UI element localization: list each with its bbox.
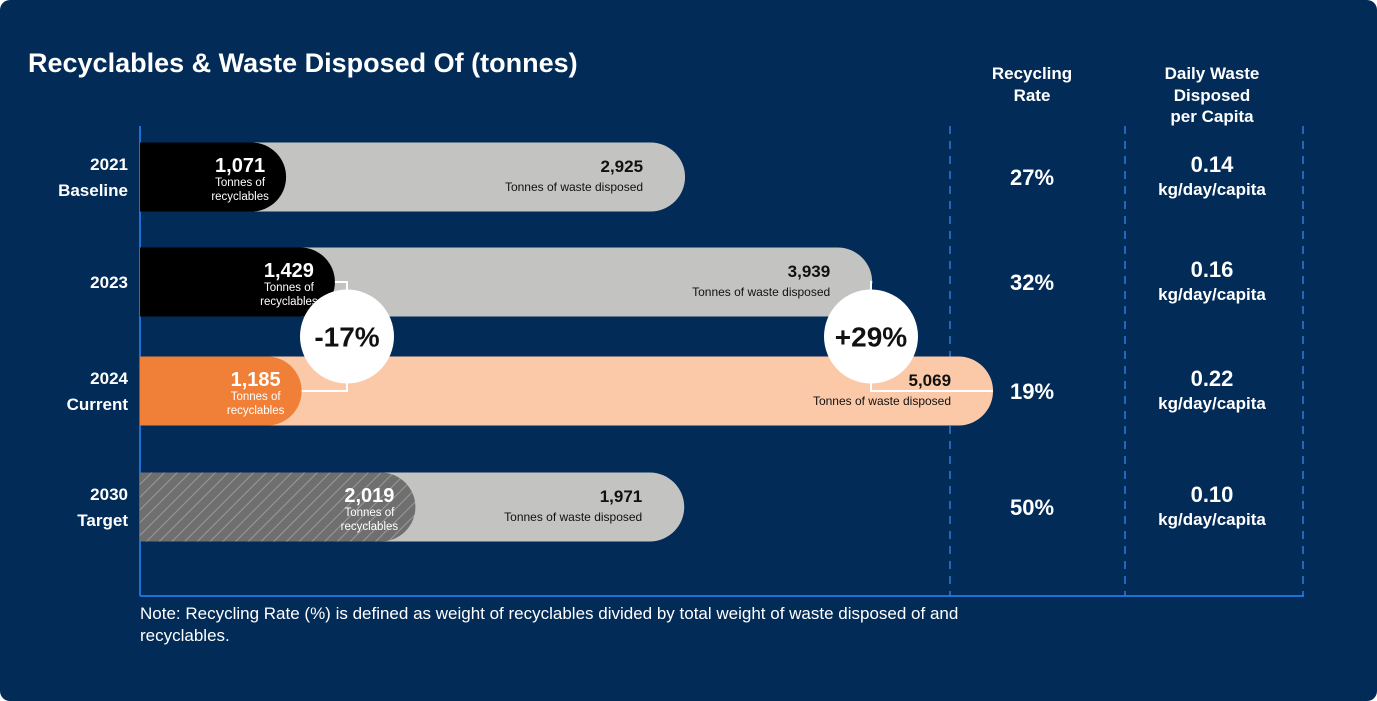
daily-waste-unit-2030: kg/day/capita [1158, 510, 1266, 529]
recyclables-value-2024: 1,185 [231, 369, 281, 391]
row-label-2023-year: 2023 [90, 273, 128, 292]
daily-waste-heading-line1: Daily Waste [1165, 64, 1260, 83]
waste-change-badge [824, 289, 918, 384]
waste-label-2023: Tonnes of waste disposed [692, 285, 830, 299]
row-label-2024-sub: Current [67, 395, 129, 414]
row-label-2024-year: 2024 [90, 369, 128, 388]
recyclables-label-line2-2023: recyclables [260, 296, 318, 308]
daily-waste-heading-line2: Disposed [1174, 86, 1251, 105]
recyclables-change-label: -17% [314, 322, 379, 353]
chart-title: Recyclables & Waste Disposed Of (tonnes) [28, 48, 578, 78]
recyclables-bar-2023 [140, 247, 335, 317]
daily-waste-value-2023: 0.16 [1191, 257, 1234, 282]
recyclables-value-2023: 1,429 [264, 260, 314, 282]
row-label-2021-year: 2021 [90, 155, 128, 174]
waste-value-2023: 3,939 [788, 262, 831, 281]
row-label-2021-sub: Baseline [58, 181, 128, 200]
daily-waste-value-2024: 0.22 [1191, 366, 1234, 391]
note-line1: Note: Recycling Rate (%) is defined as w… [140, 604, 958, 623]
recycling-rate-2024: 19% [1010, 379, 1054, 404]
waste-label-2021: Tonnes of waste disposed [505, 180, 643, 194]
daily-waste-heading-line3: per Capita [1170, 107, 1254, 126]
waste-label-2030: Tonnes of waste disposed [504, 510, 642, 524]
waste-value-2024: 5,069 [908, 371, 951, 390]
recyclables-bar-2024 [140, 356, 302, 426]
row-label-2030-year: 2030 [90, 485, 128, 504]
recyclables-label-line1-2024: Tonnes of [231, 391, 282, 403]
row-label-2030-sub: Target [77, 511, 128, 530]
waste-label-2024: Tonnes of waste disposed [813, 394, 951, 408]
recycling-rate-2023: 32% [1010, 270, 1054, 295]
recyclables-label-line2-2024: recyclables [227, 405, 285, 417]
recycling-rate-2030: 50% [1010, 495, 1054, 520]
recyclables-value-2021: 1,071 [215, 155, 265, 177]
daily-waste-value-2030: 0.10 [1191, 482, 1234, 507]
recyclables-bar-2021 [140, 142, 287, 212]
recyclables-label-line2-2030: recyclables [341, 521, 399, 533]
recyclables-label-line1-2030: Tonnes of [344, 507, 395, 519]
recycling-rate-heading-line2: Rate [1014, 86, 1051, 105]
daily-waste-unit-2023: kg/day/capita [1158, 285, 1266, 304]
recycling-rate-2021: 27% [1010, 165, 1054, 190]
recyclables-label-line2-2021: recyclables [211, 191, 269, 203]
recyclables-bar-2030 [140, 472, 416, 542]
waste-change-label: +29% [835, 322, 907, 353]
recyclables-label-line1-2021: Tonnes of [215, 177, 266, 189]
daily-waste-value-2021: 0.14 [1191, 152, 1235, 177]
recyclables-value-2030: 2,019 [344, 485, 394, 507]
change-annotations: -17% +29% [300, 281, 994, 392]
daily-waste-unit-2024: kg/day/capita [1158, 394, 1266, 413]
waste-value-2030: 1,971 [600, 487, 643, 506]
recyclables-change-badge [300, 289, 394, 384]
recycling-rate-heading-line1: Recycling [992, 64, 1072, 83]
recyclables-label-line1-2023: Tonnes of [264, 282, 315, 294]
note-line2: recyclables. [140, 626, 230, 645]
waste-value-2021: 2,925 [601, 157, 644, 176]
daily-waste-unit-2021: kg/day/capita [1158, 180, 1266, 199]
